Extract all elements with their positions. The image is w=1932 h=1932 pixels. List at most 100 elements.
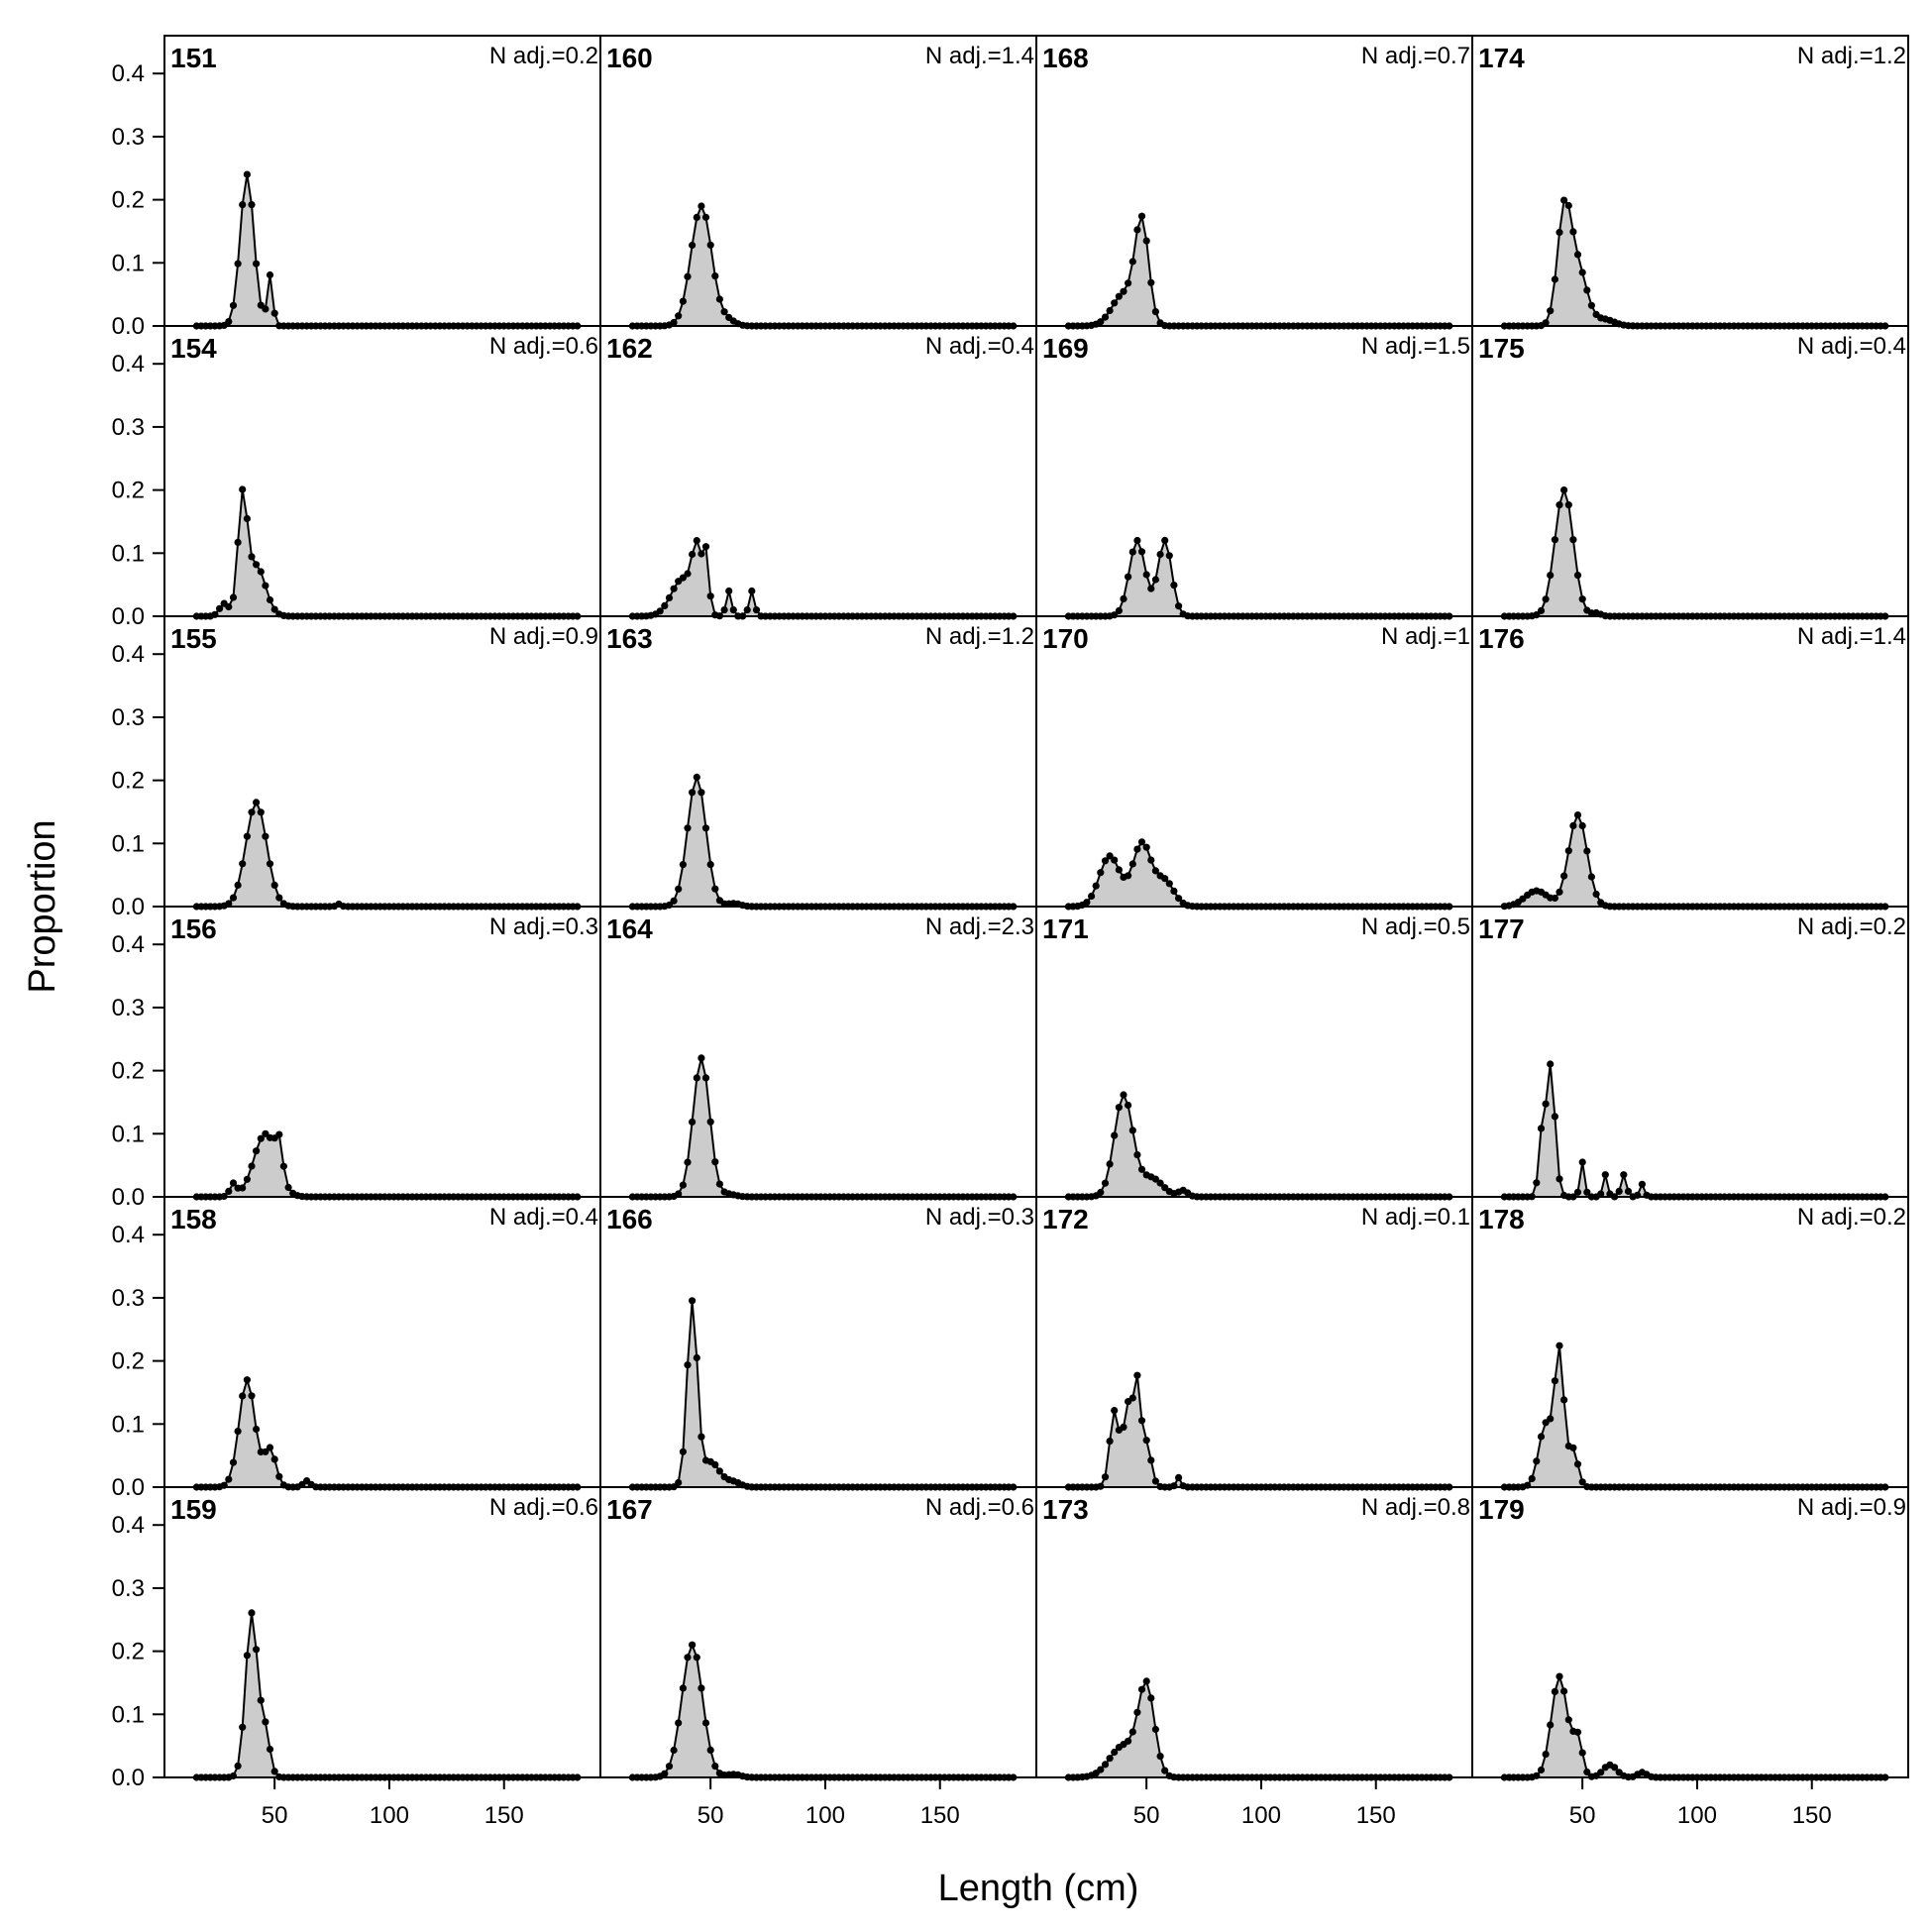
panel-id-label: 158 — [170, 1204, 217, 1234]
data-point — [1097, 1766, 1105, 1773]
panel-frame — [1035, 1196, 1473, 1488]
data-point — [1137, 1417, 1146, 1425]
data-point — [1578, 1749, 1586, 1757]
data-point — [684, 824, 692, 832]
data-point — [1142, 1437, 1150, 1445]
data-point — [1560, 872, 1568, 880]
panel-frame — [1035, 1486, 1473, 1778]
panel-nadj-label: N adj.=0.7 — [1361, 43, 1470, 69]
data-point — [262, 832, 269, 840]
data-point — [1611, 1764, 1619, 1771]
panel-id-label: 156 — [170, 913, 217, 944]
y-axis-title: Proportion — [22, 819, 63, 993]
data-point — [275, 1472, 283, 1480]
y-tick-label: 0.3 — [112, 995, 145, 1021]
data-point — [701, 1074, 710, 1082]
data-point — [698, 202, 705, 210]
x-tick-label: 100 — [370, 1802, 409, 1829]
panel-id-label: 173 — [1042, 1494, 1089, 1525]
y-tick-label: 0.3 — [112, 124, 145, 151]
data-point — [1547, 1415, 1555, 1423]
data-point — [1133, 1371, 1141, 1379]
panel-176: 176 N adj.=1.4 — [1471, 615, 1909, 911]
data-point — [1569, 536, 1577, 544]
data-point — [1533, 1179, 1541, 1187]
panel-area — [196, 1133, 578, 1197]
y-tick-label: 0.2 — [112, 1348, 145, 1375]
panel-177: 177 N adj.=0.2 — [1471, 906, 1909, 1201]
panel-frame — [1471, 906, 1909, 1198]
data-point — [284, 1183, 292, 1192]
data-point — [270, 309, 278, 317]
data-point — [262, 1448, 269, 1455]
data-point — [239, 1184, 247, 1192]
data-point — [1115, 1104, 1123, 1112]
data-point — [748, 587, 756, 595]
x-tick-label: 50 — [1569, 1802, 1596, 1829]
data-point — [1175, 1473, 1183, 1481]
data-point — [1573, 1728, 1582, 1736]
data-point — [1101, 1179, 1110, 1187]
data-point — [1556, 888, 1563, 896]
data-point — [679, 861, 688, 869]
data-point — [270, 1768, 278, 1775]
data-point — [701, 824, 710, 832]
data-point — [656, 607, 664, 615]
panel-area — [632, 1645, 1014, 1777]
data-point — [248, 1162, 256, 1170]
data-point — [1551, 894, 1558, 903]
panel-id-label: 160 — [606, 43, 653, 73]
panel-167: 167 N adj.=0.6 — [599, 1486, 1037, 1781]
data-point — [1597, 1190, 1605, 1198]
data-point — [1556, 501, 1563, 509]
data-point — [1151, 308, 1159, 316]
panel-id-label: 163 — [606, 623, 653, 654]
panel-frame — [599, 35, 1037, 327]
data-point — [1597, 1769, 1605, 1776]
panel-frame — [163, 906, 601, 1198]
data-point — [266, 1444, 274, 1451]
data-point — [1583, 1188, 1591, 1196]
data-point — [1097, 318, 1105, 326]
data-point — [1573, 1188, 1582, 1196]
data-point — [1106, 852, 1114, 860]
data-point — [253, 260, 261, 268]
panel-frame — [1035, 35, 1473, 327]
data-point — [1137, 212, 1146, 220]
data-point — [693, 213, 700, 221]
data-point — [229, 1458, 238, 1466]
data-point — [1156, 550, 1164, 559]
panel-id-label: 166 — [606, 1204, 653, 1234]
data-point — [706, 241, 714, 249]
data-point — [1537, 606, 1546, 615]
panel-162: 162 N adj.=0.4 — [599, 325, 1037, 620]
data-point — [1125, 279, 1132, 287]
data-point — [1175, 602, 1183, 610]
data-point — [679, 574, 688, 582]
data-point — [234, 881, 242, 890]
data-point — [1165, 880, 1173, 888]
data-point — [701, 1719, 710, 1727]
panel-151: 151 N adj.=0.2 — [163, 35, 601, 330]
data-point — [216, 604, 224, 612]
data-point — [1161, 875, 1169, 883]
data-point — [1551, 536, 1558, 544]
data-point — [1560, 1687, 1568, 1695]
data-point — [257, 568, 265, 576]
data-point — [1578, 821, 1586, 830]
y-tick-label: 0.1 — [112, 830, 145, 857]
data-point — [1161, 536, 1169, 545]
panel-nadj-label: N adj.=0.3 — [925, 1204, 1034, 1231]
data-point — [257, 1134, 265, 1142]
data-point — [243, 1175, 251, 1183]
panel-area — [1068, 1680, 1449, 1777]
data-point — [720, 606, 728, 614]
data-point — [1551, 1113, 1558, 1121]
data-point — [234, 260, 242, 268]
y-tick-label: 0.2 — [112, 768, 145, 795]
data-point — [1142, 571, 1150, 579]
y-tick-label: 0.1 — [112, 1411, 145, 1438]
data-point — [1583, 286, 1591, 294]
panel-area — [632, 1057, 1014, 1197]
